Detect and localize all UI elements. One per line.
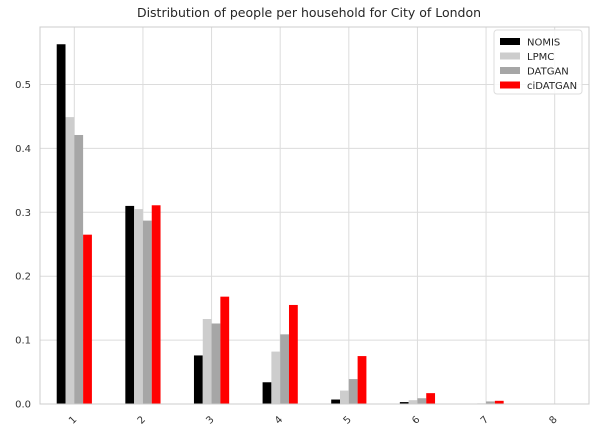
bar-datgan [280,334,289,404]
legend-label: LPMC [527,52,554,63]
plot-frame [39,26,590,405]
bar-datgan [417,398,427,404]
legend-box [493,29,583,95]
grid [40,27,589,405]
chart-title: Distribution of people per household for… [137,5,481,20]
y-axis: 0.0 0.1 0.2 0.3 0.4 0.5 [15,80,31,410]
legend-label: NOMIS [527,38,560,49]
bar-cidatgan [494,400,504,404]
y-tick-label: 0.5 [15,80,31,91]
y-tick-label: 0.0 [15,400,31,411]
bar-lpmc [340,390,349,404]
legend-label: ciDATGAN [527,81,577,92]
y-tick-label: 0.2 [15,272,31,283]
x-tick-label: 2 [136,414,148,426]
bar-nomis [193,355,203,404]
bars [56,44,504,405]
bar-lpmc [134,209,143,404]
bar-datgan [348,379,358,404]
legend-swatch [500,38,520,45]
legend-label: DATGAN [527,67,569,78]
y-tick-label: 0.1 [15,336,31,347]
bar-nomis [56,44,66,404]
legend-swatch [500,52,520,60]
plot-border [39,26,590,405]
bar-lpmc [408,400,418,404]
legend-swatch [500,81,520,89]
y-tick-label: 0.4 [15,144,31,155]
legend-swatch [500,67,520,74]
bar-nomis [262,382,272,404]
x-tick-label: 5 [342,414,354,426]
y-tick-label: 0.3 [15,208,31,219]
x-tick-label: 6 [410,414,422,426]
x-tick-label: 8 [548,414,560,426]
bar-datgan [211,323,221,404]
bar-cidatgan [426,393,436,404]
bar-datgan [142,220,152,404]
bar-nomis [331,399,341,404]
bar-cidatgan [288,304,298,404]
bar-datgan [486,401,495,404]
x-axis: 1 2 3 4 5 6 7 8 [67,414,560,426]
x-tick-label: 7 [479,414,491,426]
bar-cidatgan [357,356,367,404]
bar-datgan [74,134,84,405]
bar-nomis [399,402,409,404]
bar-cidatgan [220,296,230,404]
bar-cidatgan [83,234,92,404]
legend: NOMIS LPMC DATGAN ciDATGAN [493,29,583,95]
bar-cidatgan [151,205,161,404]
bar-lpmc [202,319,212,404]
x-tick-label: 1 [67,414,79,426]
x-tick-label: 4 [273,414,285,426]
bar-lpmc [271,351,281,404]
bar-lpmc [65,117,75,404]
x-tick-label: 3 [204,414,216,426]
bar-nomis [125,205,135,404]
